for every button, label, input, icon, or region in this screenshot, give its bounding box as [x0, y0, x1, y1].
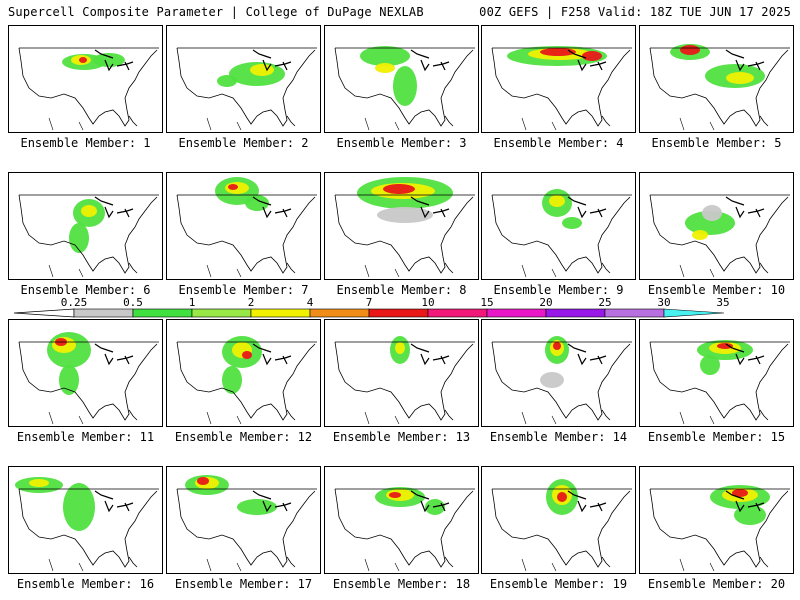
member-label-13: Ensemble Member: 13	[332, 430, 471, 444]
colorbar-label-10: 25	[598, 296, 612, 309]
member-label-5: Ensemble Member: 5	[651, 136, 782, 150]
member-label-6: Ensemble Member: 6	[20, 283, 151, 297]
member-map-14	[481, 319, 636, 427]
member-label-19: Ensemble Member: 19	[489, 577, 628, 591]
colorbar-label-9: 20	[539, 296, 553, 309]
member-label-20: Ensemble Member: 20	[647, 577, 786, 591]
member-map-2	[166, 25, 321, 133]
colorbar-label-11: 30	[657, 296, 671, 309]
member-label-7: Ensemble Member: 7	[178, 283, 309, 297]
colorbar-segment-4	[250, 308, 311, 318]
member-label-10: Ensemble Member: 10	[647, 283, 786, 297]
member-map-5	[639, 25, 794, 133]
member-map-8	[324, 172, 479, 280]
member-label-17: Ensemble Member: 17	[174, 577, 313, 591]
member-label-4: Ensemble Member: 4	[493, 136, 624, 150]
colorbar-label-1: 0.25	[60, 296, 88, 309]
member-map-13	[324, 319, 479, 427]
colorbar-label-12: 35	[716, 296, 730, 309]
colorbar-label-2: 0.5	[123, 296, 143, 309]
member-label-8: Ensemble Member: 8	[336, 283, 467, 297]
member-map-17	[166, 466, 321, 574]
colorbar-label-6: 7	[365, 296, 373, 309]
colorbar-segment-11	[663, 308, 725, 318]
member-map-19	[481, 466, 636, 574]
colorbar-label-8: 15	[480, 296, 494, 309]
colorbar-segment-3	[191, 308, 252, 318]
member-label-11: Ensemble Member: 11	[16, 430, 155, 444]
colorbar-segment-5	[309, 308, 370, 318]
colorbar-label-7: 10	[421, 296, 435, 309]
member-map-20	[639, 466, 794, 574]
member-label-15: Ensemble Member: 15	[647, 430, 786, 444]
colorbar-segment-8	[486, 308, 547, 318]
member-map-6	[8, 172, 163, 280]
member-map-9	[481, 172, 636, 280]
member-label-14: Ensemble Member: 14	[489, 430, 628, 444]
member-map-1	[8, 25, 163, 133]
colorbar-label-3: 1	[188, 296, 196, 309]
run-info: 00Z GEFS | F258 Valid: 18Z TUE JUN 17 20…	[479, 5, 791, 19]
member-map-7	[166, 172, 321, 280]
member-label-3: Ensemble Member: 3	[336, 136, 467, 150]
colorbar-label-4: 2	[247, 296, 255, 309]
member-map-15	[639, 319, 794, 427]
colorbar-label-5: 4	[306, 296, 314, 309]
member-map-10	[639, 172, 794, 280]
member-label-9: Ensemble Member: 9	[493, 283, 624, 297]
colorbar-segment-1	[73, 308, 134, 318]
colorbar-segment-6	[368, 308, 429, 318]
member-label-1: Ensemble Member: 1	[20, 136, 151, 150]
colorbar: 0.25 0.5 1 2 4 7 10 15 20 25 30 35	[0, 296, 800, 322]
member-map-11	[8, 319, 163, 427]
member-map-16	[8, 466, 163, 574]
colorbar-segment-7	[427, 308, 488, 318]
colorbar-segment-10	[604, 308, 665, 318]
member-map-18	[324, 466, 479, 574]
colorbar-segment-9	[545, 308, 606, 318]
member-label-18: Ensemble Member: 18	[332, 577, 471, 591]
colorbar-segment-2	[132, 308, 193, 318]
member-label-2: Ensemble Member: 2	[178, 136, 309, 150]
page-title: Supercell Composite Parameter | College …	[8, 5, 424, 19]
member-map-3	[324, 25, 479, 133]
member-map-4	[481, 25, 636, 133]
colorbar-low-arrow	[13, 308, 75, 318]
member-map-12	[166, 319, 321, 427]
member-label-16: Ensemble Member: 16	[16, 577, 155, 591]
member-label-12: Ensemble Member: 12	[174, 430, 313, 444]
